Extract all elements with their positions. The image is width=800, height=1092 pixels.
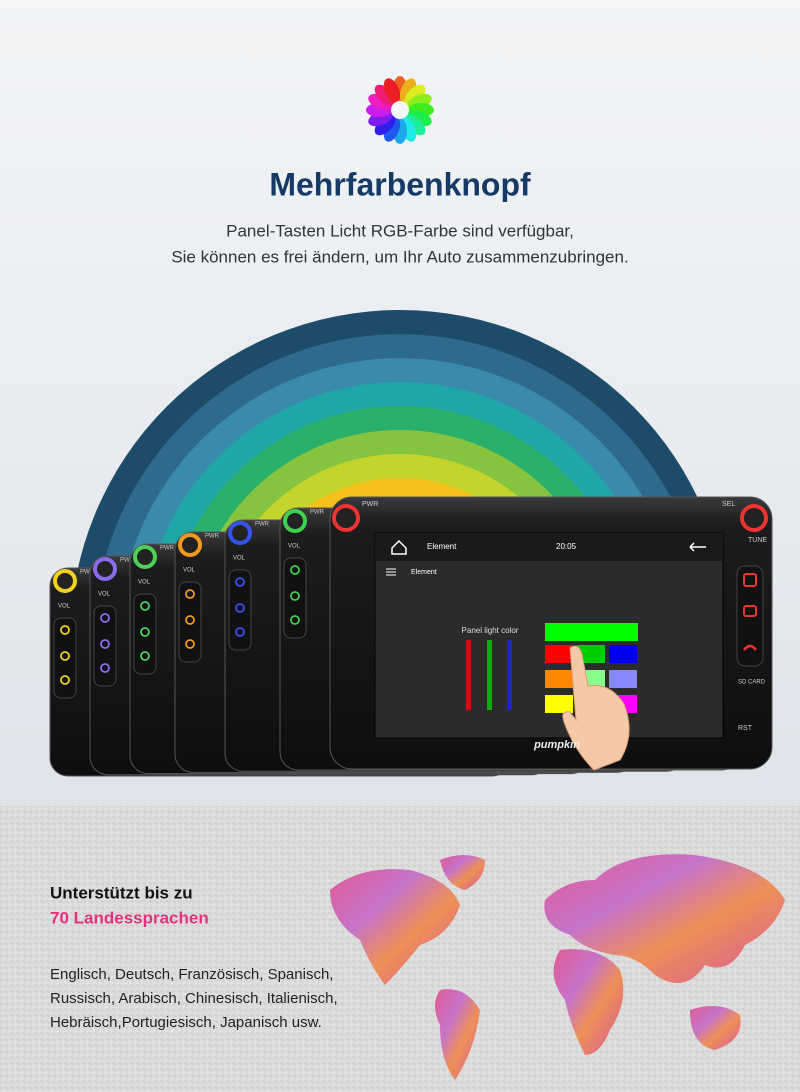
button-panel: [53, 617, 77, 699]
label: VOL: [183, 568, 196, 574]
knob: [740, 504, 768, 532]
color-preview: [545, 623, 638, 641]
color-swatch: [545, 670, 573, 688]
knob: [228, 521, 252, 545]
world-map: [330, 854, 785, 1080]
button-panel: [228, 569, 252, 651]
map-eurasia: [544, 854, 785, 983]
subtitle: Sie können es frei ändern, um Ihr Auto z…: [171, 247, 628, 266]
brand: pumpkin: [533, 739, 580, 751]
label: PWR: [310, 510, 325, 516]
slider: [487, 640, 492, 710]
label: VOL: [58, 604, 71, 610]
button-icon: [743, 644, 757, 651]
button-icon: [60, 651, 70, 661]
color-swatch: [577, 645, 605, 663]
languages-line: Russisch, Arabisch, Chinesisch, Italieni…: [50, 990, 338, 1007]
label: PWR: [255, 522, 270, 528]
color-swatch: [609, 670, 637, 688]
button-icon: [290, 591, 300, 601]
knob: [53, 569, 77, 593]
button-icon: [235, 603, 245, 613]
map-north-america: [330, 869, 460, 985]
label: PWR: [205, 534, 220, 540]
back-icon: [689, 542, 706, 552]
title: Mehrfarbenknopf: [269, 166, 531, 202]
button-panel: [93, 605, 117, 687]
button-icon: [60, 625, 70, 635]
knob: [332, 504, 360, 532]
label: VOL: [98, 592, 111, 598]
button-icon: [743, 573, 757, 587]
map-south-america: [435, 989, 480, 1080]
button-icon: [235, 577, 245, 587]
knob: [93, 557, 117, 581]
knob: [178, 533, 202, 557]
color-swatch: [609, 645, 637, 663]
color-wheel-icon: [366, 76, 434, 144]
petal-center: [391, 101, 409, 119]
button-icon: [235, 627, 245, 637]
slider: [507, 640, 512, 710]
label: SD CARD: [738, 680, 766, 686]
button-icon: [140, 601, 150, 611]
button-panel: [283, 557, 307, 639]
languages-line: Englisch, Deutsch, Französisch, Spanisch…: [50, 966, 333, 983]
label: RST: [738, 725, 753, 732]
panel-label: Panel light color: [462, 626, 519, 635]
button-icon: [100, 663, 110, 673]
label: PWR: [160, 546, 175, 552]
label: VOL: [288, 544, 301, 550]
home-icon: [391, 539, 407, 555]
label: SEL: [722, 501, 735, 508]
knob: [283, 509, 307, 533]
languages-highlight: 70 Landessprachen: [50, 908, 209, 927]
button-icon: [140, 627, 150, 637]
knob: [133, 545, 157, 569]
button-icon: [290, 615, 300, 625]
button-icon: [60, 675, 70, 685]
app-title: Element: [427, 542, 457, 551]
button-icon: [185, 639, 195, 649]
menu-icon: [386, 568, 396, 576]
hand: [562, 645, 630, 771]
label: PWR: [80, 570, 95, 576]
clock: 20:05: [556, 542, 577, 551]
status-bar: [375, 533, 723, 561]
languages-heading: Unterstützt bis zu: [50, 883, 193, 902]
slider: [466, 640, 471, 710]
label: VOL: [233, 556, 246, 562]
subtitle: Panel-Tasten Licht RGB-Farbe sind verfüg…: [226, 221, 574, 240]
button-icon: [140, 651, 150, 661]
button-icon: [100, 613, 110, 623]
button-icon: [743, 605, 757, 617]
button-icon: [100, 639, 110, 649]
label: TUNE: [748, 537, 767, 544]
button-icon: [185, 589, 195, 599]
languages-line: Hebräisch,Portugiesisch, Japanisch usw.: [50, 1014, 322, 1031]
button-icon: [185, 615, 195, 625]
label: VOL: [138, 580, 151, 586]
front-device: PWR SEL TUNE RST SD CARD Element 20:05 E…: [329, 496, 773, 771]
menu-title: Element: [411, 569, 437, 576]
button-icon: [290, 565, 300, 575]
label: PWR: [120, 558, 135, 564]
map-africa: [553, 949, 624, 1055]
petal: [383, 78, 401, 103]
color-swatch: [545, 645, 573, 663]
color-swatch: [545, 695, 573, 713]
button-panel: [178, 581, 202, 663]
button-panel: [133, 593, 157, 675]
label: PWR: [362, 501, 378, 508]
map-greenland: [440, 855, 485, 890]
map-australia: [690, 1006, 741, 1050]
